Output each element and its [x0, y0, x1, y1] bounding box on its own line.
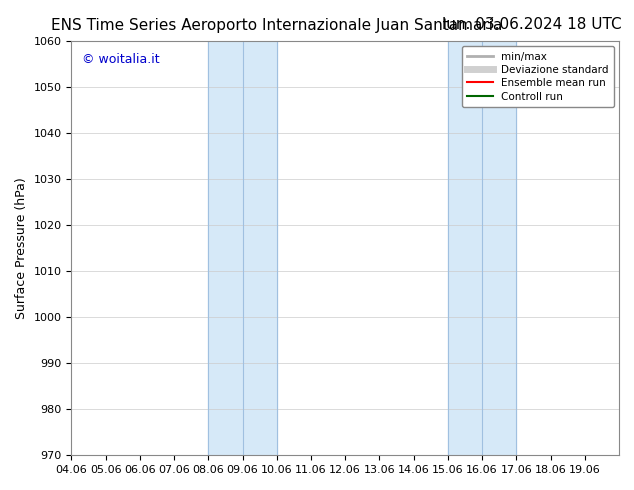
Bar [448, 41, 516, 455]
Text: © woitalia.it: © woitalia.it [82, 53, 160, 67]
Bar [209, 41, 277, 455]
Legend: min/max, Deviazione standard, Ensemble mean run, Controll run: min/max, Deviazione standard, Ensemble m… [462, 46, 614, 107]
Text: ENS Time Series Aeroporto Internazionale Juan Santamaría: ENS Time Series Aeroporto Internazionale… [51, 17, 502, 33]
Y-axis label: Surface Pressure (hPa): Surface Pressure (hPa) [15, 177, 28, 319]
Text: lun. 03.06.2024 18 UTC: lun. 03.06.2024 18 UTC [442, 17, 621, 32]
